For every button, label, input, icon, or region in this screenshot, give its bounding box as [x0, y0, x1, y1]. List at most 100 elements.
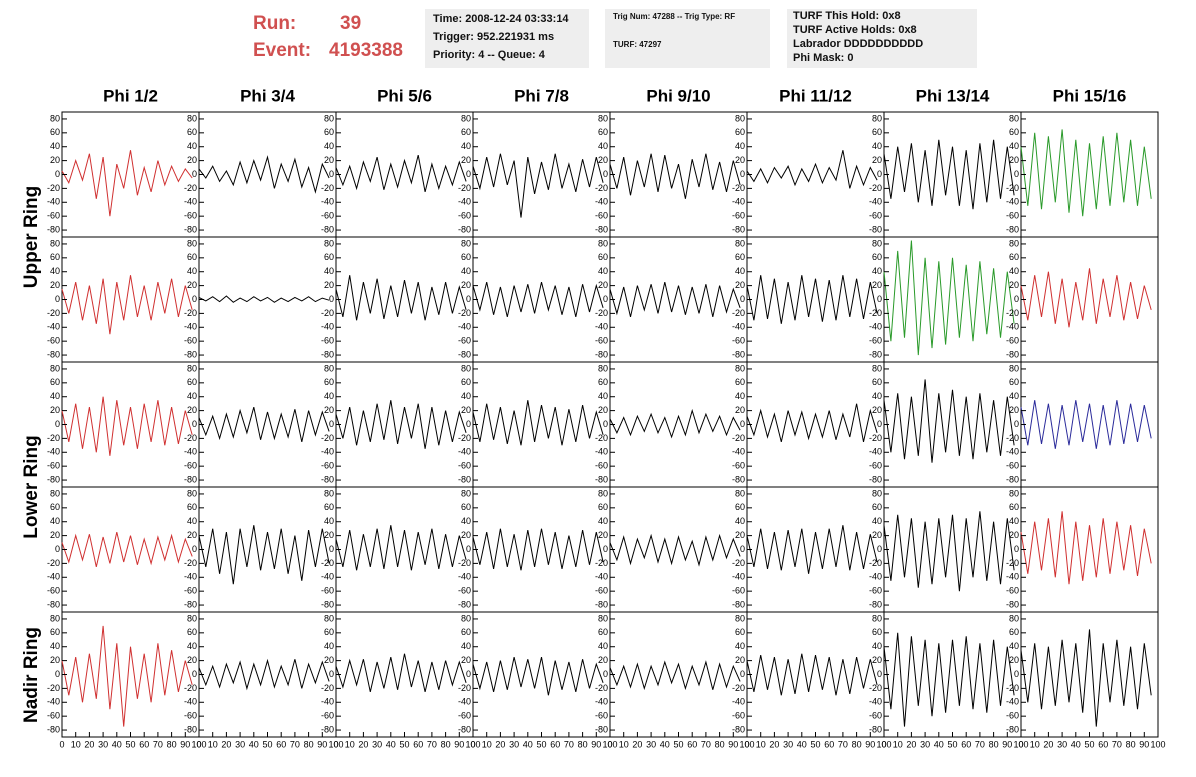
- y-tick-label: 20: [50, 405, 60, 415]
- y-tick-label: -20: [1006, 433, 1019, 443]
- y-tick-label: 80: [50, 613, 60, 623]
- y-tick-label: -80: [47, 474, 60, 484]
- waveform: [198, 658, 330, 691]
- y-tick-label: -20: [1006, 558, 1019, 568]
- y-tick-label: 60: [735, 252, 745, 262]
- y-tick-label: 20: [735, 530, 745, 540]
- y-tick-label: 80: [1009, 238, 1019, 248]
- panel-frame: [61, 486, 200, 613]
- y-tick-label: 0: [603, 294, 608, 304]
- y-tick-label: 40: [1009, 641, 1019, 651]
- waveform: [198, 406, 330, 443]
- y-tick-label: 20: [187, 280, 197, 290]
- waveform: [609, 660, 741, 691]
- y-tick-label: 60: [872, 252, 882, 262]
- panel-frame: [198, 236, 337, 363]
- y-tick-label: 60: [872, 377, 882, 387]
- panel-frame: [472, 361, 611, 488]
- y-tick-label: 60: [50, 377, 60, 387]
- y-tick-label: 20: [872, 530, 882, 540]
- x-tick-label: 0: [881, 739, 886, 749]
- y-tick-label: 80: [461, 488, 471, 498]
- x-tick-label: 0: [196, 739, 201, 749]
- y-tick-label: 60: [324, 627, 334, 637]
- y-tick-label: -60: [595, 336, 608, 346]
- y-tick-label: 80: [50, 488, 60, 498]
- x-tick-label: 10: [619, 739, 629, 749]
- y-tick-label: 40: [1009, 391, 1019, 401]
- y-tick-label: 60: [187, 627, 197, 637]
- x-tick-label: 50: [810, 739, 820, 749]
- y-tick-label: 40: [461, 641, 471, 651]
- y-tick-label: -60: [1006, 586, 1019, 596]
- y-tick-label: 20: [461, 155, 471, 165]
- waveform: [1020, 511, 1152, 585]
- y-tick-label: 80: [598, 613, 608, 623]
- x-tick-label: 20: [906, 739, 916, 749]
- panel-frame: [746, 611, 885, 738]
- y-tick-label: -40: [47, 572, 60, 582]
- y-tick-label: 0: [740, 294, 745, 304]
- x-tick-label: 70: [564, 739, 574, 749]
- y-tick-label: -80: [732, 224, 745, 234]
- x-tick-label: 50: [399, 739, 409, 749]
- y-tick-label: 20: [598, 280, 608, 290]
- x-tick-label: 50: [1084, 739, 1094, 749]
- x-tick-label: 50: [536, 739, 546, 749]
- x-tick-label: 0: [607, 739, 612, 749]
- y-tick-label: -60: [47, 461, 60, 471]
- y-tick-label: -20: [458, 308, 471, 318]
- y-tick-label: 20: [324, 405, 334, 415]
- x-tick-label: 100: [602, 739, 617, 749]
- waveform: [198, 295, 330, 303]
- y-tick-label: 60: [461, 252, 471, 262]
- waveform: [883, 240, 1015, 356]
- y-tick-label: 20: [1009, 655, 1019, 665]
- y-tick-label: -60: [595, 461, 608, 471]
- panel-frame: [746, 486, 885, 613]
- y-tick-label: 0: [1014, 419, 1019, 429]
- y-tick-label: 60: [735, 627, 745, 637]
- y-tick-label: 80: [1009, 363, 1019, 373]
- column-header: Phi 9/10: [646, 86, 710, 105]
- y-tick-label: -20: [321, 683, 334, 693]
- y-tick-label: -20: [458, 558, 471, 568]
- x-tick-label: 30: [1057, 739, 1067, 749]
- y-tick-label: -40: [184, 572, 197, 582]
- y-tick-label: -20: [869, 308, 882, 318]
- y-tick-label: 60: [1009, 627, 1019, 637]
- event: 4193388: [329, 40, 403, 61]
- x-tick-label: 30: [235, 739, 245, 749]
- panel-frame: [335, 111, 474, 238]
- waveform: [1020, 268, 1152, 328]
- y-tick-label: -80: [732, 349, 745, 359]
- x-tick-label: 40: [797, 739, 807, 749]
- y-tick-label: 60: [461, 377, 471, 387]
- x-tick-label: 40: [934, 739, 944, 749]
- panel-frame: [335, 486, 474, 613]
- y-tick-label: 20: [50, 655, 60, 665]
- y-tick-label: 40: [324, 141, 334, 151]
- y-tick-label: -80: [321, 724, 334, 734]
- panel-frame: [198, 611, 337, 738]
- column-header: Phi 15/16: [1053, 86, 1127, 105]
- waveform: [609, 533, 741, 567]
- x-tick-label: 10: [893, 739, 903, 749]
- waveform: [335, 275, 467, 321]
- y-tick-label: 40: [461, 266, 471, 276]
- column-header: Phi 3/4: [240, 86, 295, 105]
- y-tick-label: -40: [869, 322, 882, 332]
- x-tick-label: 10: [1030, 739, 1040, 749]
- y-tick-label: -80: [1006, 724, 1019, 734]
- y-tick-label: 60: [324, 127, 334, 137]
- y-tick-label: 20: [50, 280, 60, 290]
- y-tick-label: 0: [329, 544, 334, 554]
- panel-frame: [1020, 236, 1159, 363]
- y-tick-label: -20: [869, 183, 882, 193]
- info-box: [605, 9, 770, 68]
- x-tick-label: 30: [920, 739, 930, 749]
- y-tick-label: 40: [324, 391, 334, 401]
- y-tick-label: -60: [184, 461, 197, 471]
- waveform: [61, 150, 193, 217]
- y-tick-label: 80: [187, 613, 197, 623]
